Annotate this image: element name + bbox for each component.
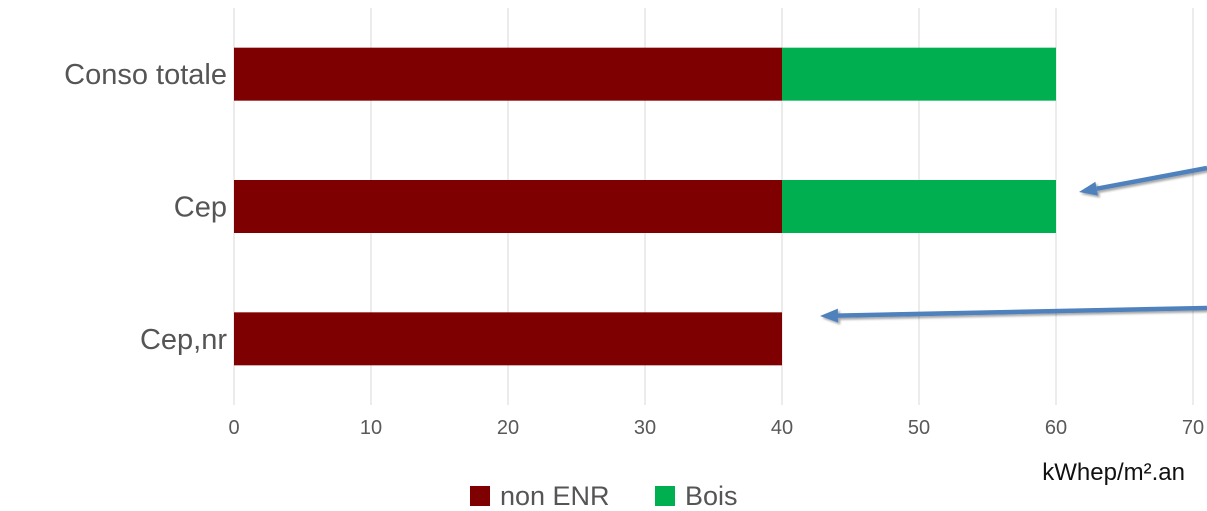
category-label: Cep,nr bbox=[140, 324, 227, 356]
category-labels: Conso totale Cep Cep,nr bbox=[64, 59, 227, 356]
category-label: Conso totale bbox=[64, 59, 227, 91]
x-tick-label: 40 bbox=[771, 417, 793, 439]
x-tick-labels: 0 10 20 30 40 50 60 70 bbox=[228, 417, 1204, 439]
x-tick-label: 70 bbox=[1182, 417, 1204, 439]
bars bbox=[234, 47, 1056, 366]
legend: non ENR Bois bbox=[470, 481, 738, 511]
bar-segment bbox=[234, 312, 782, 366]
legend-item: Bois bbox=[655, 481, 738, 511]
legend-label: non ENR bbox=[500, 481, 610, 511]
x-tick-label: 20 bbox=[497, 417, 519, 439]
annotation-arrow bbox=[1079, 165, 1207, 196]
x-tick-label: 50 bbox=[908, 417, 930, 439]
x-tick-label: 30 bbox=[634, 417, 656, 439]
x-tick-label: 10 bbox=[360, 417, 382, 439]
legend-item: non ENR bbox=[470, 481, 610, 511]
bar-segment bbox=[782, 180, 1056, 233]
legend-swatch bbox=[655, 486, 675, 506]
annotation-arrows bbox=[820, 165, 1207, 323]
legend-label: Bois bbox=[685, 481, 738, 511]
category-label: Cep bbox=[174, 192, 227, 224]
bar-segment bbox=[782, 47, 1056, 101]
x-tick-label: 0 bbox=[228, 417, 239, 439]
legend-swatch bbox=[470, 486, 490, 506]
bar-segment bbox=[234, 180, 782, 233]
bar-segment bbox=[234, 47, 782, 101]
annotation-arrow bbox=[820, 305, 1207, 323]
x-axis-unit-label: kWhep/m².an bbox=[1042, 459, 1185, 486]
x-tick-label: 60 bbox=[1045, 417, 1067, 439]
